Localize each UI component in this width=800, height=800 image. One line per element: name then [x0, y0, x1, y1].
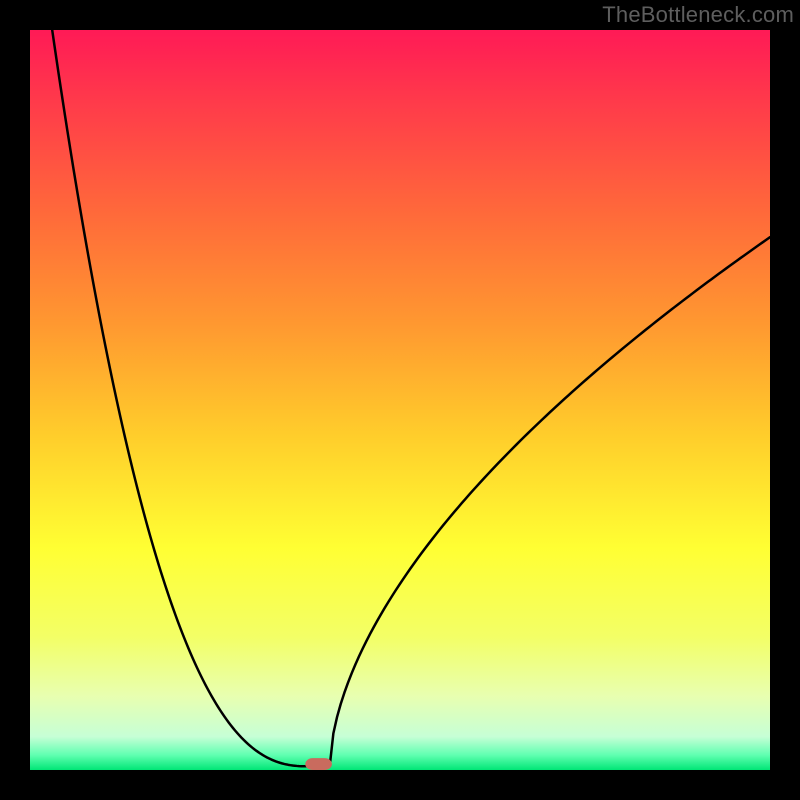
plot-background: [30, 30, 770, 770]
bottleneck-chart: TheBottleneck.com: [0, 0, 800, 800]
chart-svg: [0, 0, 800, 800]
attribution-text: TheBottleneck.com: [602, 2, 794, 28]
minimum-marker: [305, 758, 332, 770]
